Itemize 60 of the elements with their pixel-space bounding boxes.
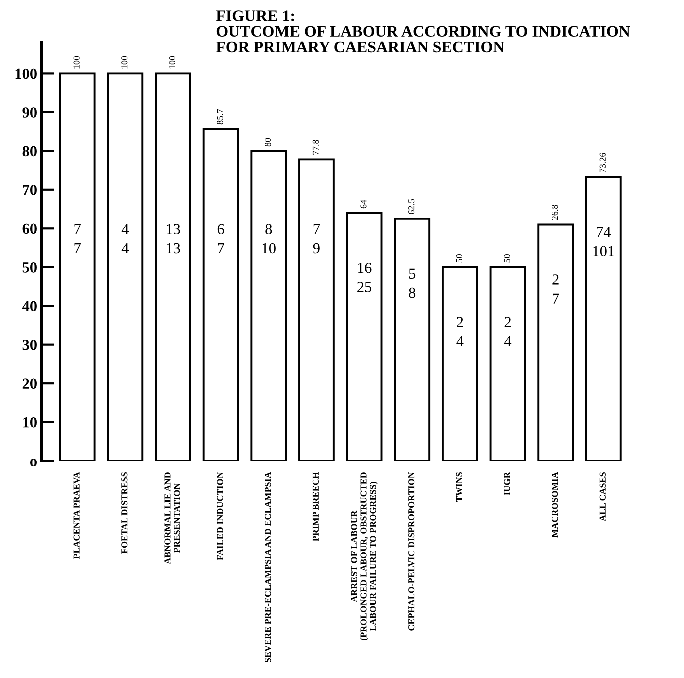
x-tick-label: PLACENTA PRAEVA: [74, 472, 80, 560]
bar: [394, 218, 431, 462]
data-label: 100: [74, 56, 80, 69]
data-label: 85.7: [217, 109, 224, 125]
data-label: 80: [265, 138, 272, 147]
y-tick-label: o: [30, 459, 37, 466]
x-tick-label: MACROSOMIA: [552, 472, 558, 538]
y-tick-label: 60: [22, 224, 37, 234]
annotation: 7 9: [313, 224, 320, 254]
bar: [538, 224, 574, 462]
annotation: 16 25: [358, 262, 372, 292]
y-tick-label: 40: [22, 301, 37, 312]
annotation: 2 4: [504, 317, 512, 346]
y-tick-label: 70: [23, 185, 37, 196]
x-tick-label: ARREST OF LABOUR (PROLONGED LABOUR, OBSTRUCTED LABOUR FAILURE TO PROGRESS): [351, 472, 378, 641]
annotation: 2 7: [552, 274, 560, 304]
x-tick-label: FOETAL DISTRESS: [122, 472, 128, 554]
data-label: 50: [504, 254, 510, 263]
y-tick-label: 50: [22, 262, 37, 273]
annotation: 26.8: [552, 205, 558, 220]
bar: [59, 72, 96, 462]
data-label: 73.26: [600, 153, 606, 173]
x-tick-label: IUGR: [504, 472, 510, 496]
x-tick-label: SEVERE PRE-ECLAMPSIA AND ECLAMPSIA: [265, 472, 272, 663]
bar: [250, 150, 288, 462]
y-tick-label: 10: [24, 417, 37, 428]
chart-title: FIGURE 1: OUTCOME OF LABOUR ACCORDING TO INDICATION FOR PRIMARY CAESARIAN SECTION: [216, 10, 630, 53]
x-tick-label: ABNORMAL LIE AND PRESENTATION: [164, 472, 180, 564]
x-tick-label: TWINS: [456, 472, 462, 502]
x-tick-label: ALL CASES: [600, 472, 606, 522]
bar: [202, 128, 240, 462]
y-tick-label: 90: [22, 108, 37, 118]
bar: [298, 158, 335, 462]
annotation: 6 7: [218, 224, 224, 254]
bar: [155, 72, 192, 462]
bar: [585, 176, 622, 462]
x-tick-label: PRIMP BREECH: [312, 472, 319, 542]
bar: [490, 266, 526, 462]
bar: [442, 266, 478, 462]
annotation: 2 4: [456, 317, 464, 346]
y-tick-label: 30: [22, 340, 37, 350]
bar: [107, 72, 144, 462]
annotation: 5 8: [409, 268, 416, 298]
y-tick-label: 20: [22, 378, 37, 390]
annotation: 4 4: [122, 224, 129, 254]
y-tick-label: 80: [22, 146, 37, 157]
y-tick-label: 100: [16, 68, 37, 80]
data-label: 100: [169, 56, 176, 69]
x-tick-label: FAILED INDUCTION: [217, 472, 224, 560]
data-label: 64: [360, 200, 367, 209]
x-tick-label: CEPHALO-PELVIC DISPROPORTION: [408, 472, 415, 631]
annotation: 7 7: [74, 224, 81, 254]
bar: [346, 212, 383, 462]
annotation: 74 101: [594, 227, 614, 257]
data-label: 50: [456, 254, 462, 263]
data-label: 62.5: [408, 199, 415, 214]
annotation: 8 10: [262, 224, 276, 254]
data-label: 100: [122, 56, 128, 69]
annotation: 13 13: [166, 224, 180, 254]
data-label: 77.8: [312, 140, 320, 155]
